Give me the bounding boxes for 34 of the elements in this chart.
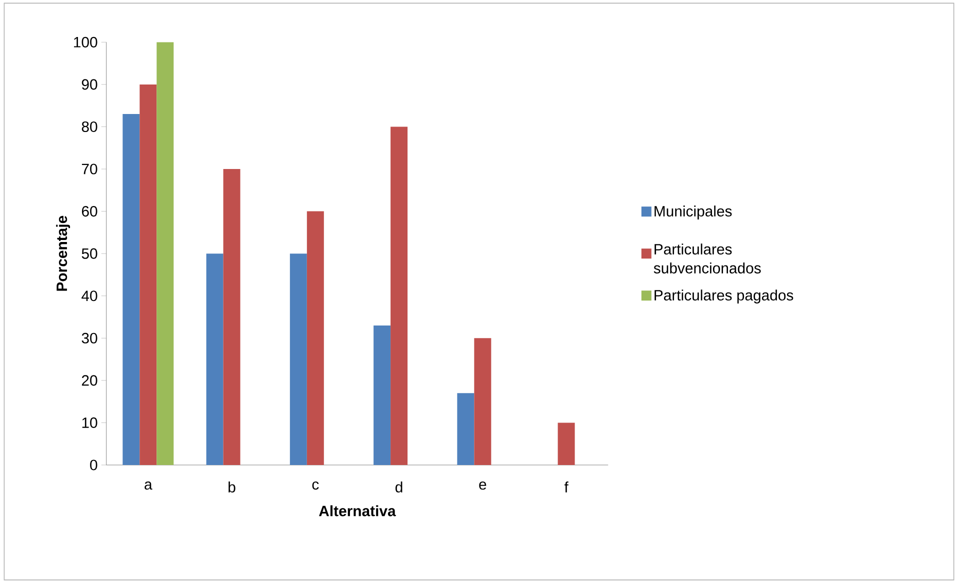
x-tick-label: b: [228, 481, 236, 492]
y-tick-label: 100: [74, 36, 98, 48]
y-tick-label: 80: [82, 121, 98, 132]
bar: [122, 114, 140, 465]
bar: [474, 338, 492, 465]
x-tick-label: a: [144, 481, 152, 490]
bar: [306, 211, 324, 465]
y-tick-label: 0: [90, 460, 98, 470]
y-axis-title: Porcentaje: [56, 216, 70, 291]
bar: [374, 325, 391, 465]
y-tick-label: 60: [82, 206, 98, 217]
bar: [290, 254, 307, 465]
bar: [558, 422, 575, 465]
bar: [156, 42, 174, 465]
y-tick-label: 40: [82, 290, 98, 302]
bar: [223, 168, 240, 465]
y-tick-label: 50: [82, 248, 98, 259]
bar: [390, 126, 408, 465]
y-tick-label: 90: [82, 79, 98, 90]
y-tick-label: 10: [82, 417, 98, 428]
x-tick-label: c: [312, 481, 319, 490]
legend-label: Particulares subvencionados: [654, 244, 761, 274]
x-axis-title: Alternativa: [319, 505, 396, 516]
x-tick-label: e: [479, 481, 486, 490]
x-tick-label: d: [396, 481, 402, 492]
bar: [140, 84, 157, 465]
bar: [206, 254, 224, 465]
y-tick-label: 70: [82, 164, 98, 174]
legend-label: Municipales: [654, 205, 732, 220]
y-tick-label: 30: [82, 332, 98, 344]
bar: [457, 393, 474, 465]
x-tick-label: f: [564, 481, 568, 492]
y-tick-label: 20: [82, 375, 98, 386]
legend-label: Particulares pagados: [654, 290, 794, 304]
